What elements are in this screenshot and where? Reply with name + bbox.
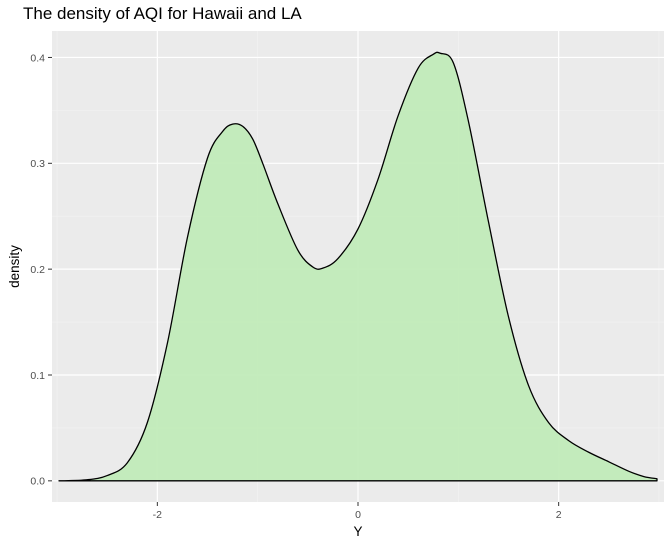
- y-tick-label: 0.3: [30, 158, 45, 170]
- y-axis-ticks: 0.0 0.1 0.2 0.3 0.4: [30, 52, 52, 488]
- y-tick-label: 0.4: [30, 52, 45, 64]
- density-line: [58, 51, 658, 482]
- x-axis-label: Y: [353, 524, 362, 539]
- density-area: [59, 52, 657, 481]
- y-axis-label: density: [7, 245, 22, 288]
- y-tick-label: 0.1: [30, 370, 45, 382]
- x-tick-label: 0: [355, 509, 361, 521]
- x-axis-ticks: -2 0 2: [153, 502, 562, 521]
- y-tick-label: 0.0: [30, 476, 45, 488]
- chart-title: The density of AQI for Hawaii and LA: [23, 4, 302, 23]
- y-tick-label: 0.2: [30, 264, 45, 276]
- x-tick-label: -2: [153, 509, 162, 521]
- x-tick-label: 2: [556, 509, 562, 521]
